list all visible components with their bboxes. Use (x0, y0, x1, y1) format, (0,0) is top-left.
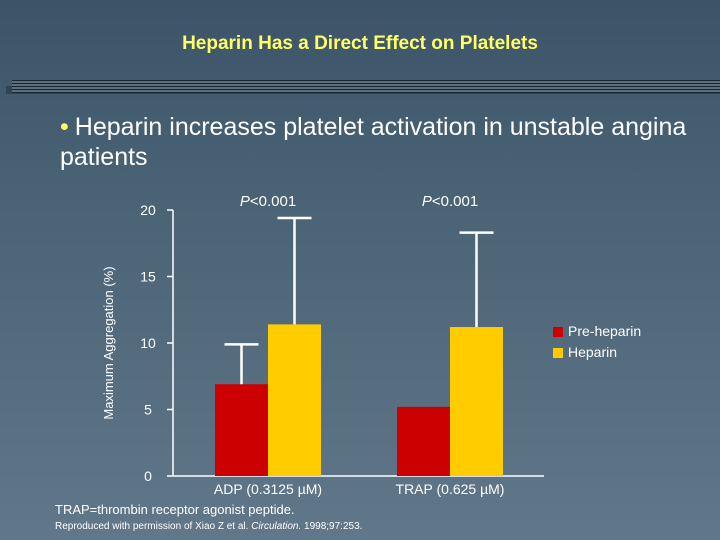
footnote: TRAP=thrombin receptor agonist peptide. (55, 502, 295, 517)
slide-title: Heparin Has a Direct Effect on Platelets (182, 33, 538, 54)
bullet-point: • Heparin increases platelet activation i… (60, 112, 700, 172)
legend-item-heparin: Heparin (553, 342, 641, 363)
bar-heparin-2 (450, 327, 503, 476)
reference-prefix: Reproduced with permission of Xiao Z et … (55, 521, 252, 532)
reference-suffix: 1998;97:253. (301, 521, 363, 532)
bar-pre-heparin-1 (215, 384, 268, 476)
reference: Reproduced with permission of Xiao Z et … (55, 521, 362, 532)
y-tick-label: 20 (140, 202, 156, 218)
x-category-label: ADP (0.3125 µM) (214, 481, 322, 497)
legend-item-pre-heparin: Pre-heparin (553, 321, 641, 342)
y-tick-label: 5 (144, 402, 152, 418)
y-tick-label: 0 (144, 468, 152, 484)
chart-legend: Pre-heparin Heparin (553, 321, 641, 363)
title-divider (12, 80, 720, 93)
reference-journal: Circulation. (251, 521, 302, 532)
bar-pre-heparin-2 (397, 406, 450, 476)
p-value-annotation: P<0.001 (240, 193, 296, 210)
legend-label-heparin: Heparin (568, 344, 618, 360)
legend-label-pre-heparin: Pre-heparin (568, 323, 642, 339)
bar-heparin-1 (268, 324, 321, 476)
y-tick-label: 15 (140, 269, 156, 285)
y-tick-label: 10 (140, 335, 156, 351)
x-category-label: TRAP (0.625 µM) (396, 481, 505, 497)
legend-swatch-heparin (553, 347, 563, 358)
bullet-text: Heparin increases platelet activation in… (60, 113, 687, 171)
y-axis-label: Maximum Aggregation (%) (101, 266, 116, 419)
bullet-marker: • (60, 113, 69, 141)
p-value-annotation: P<0.001 (422, 193, 478, 210)
legend-swatch-pre-heparin (553, 326, 563, 337)
